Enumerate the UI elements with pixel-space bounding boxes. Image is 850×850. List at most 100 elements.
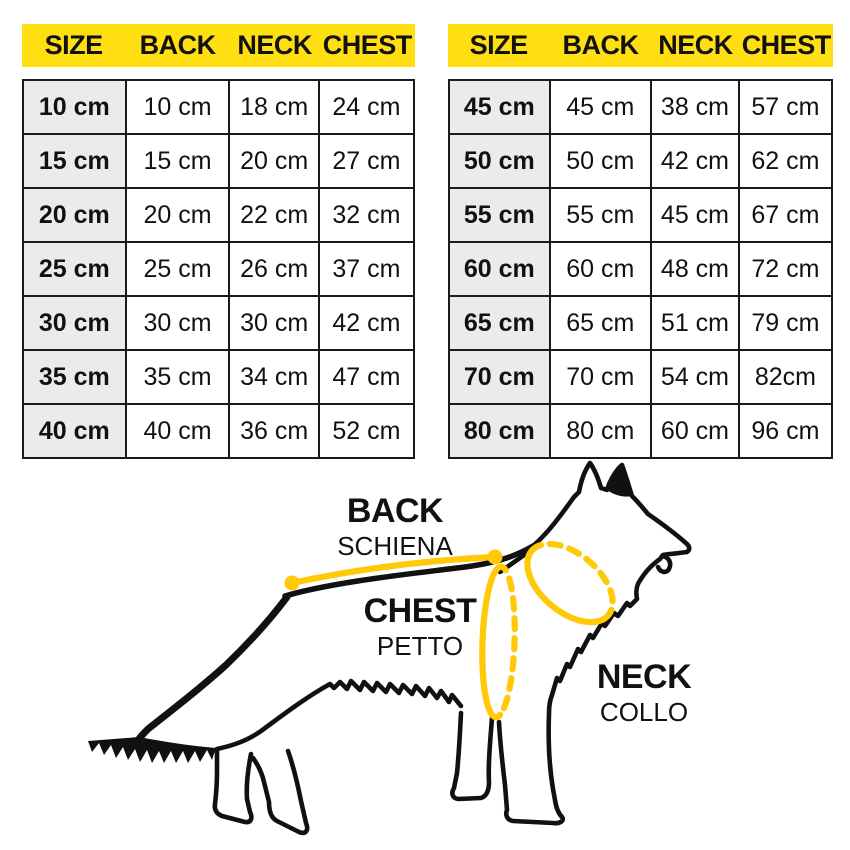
value-cell: 20 cm <box>124 187 231 243</box>
size-row: 80 cm 80 cm 60 cm 96 cm <box>448 403 834 459</box>
value-cell: 45 cm <box>548 79 653 135</box>
value-cell: 62 cm <box>737 133 834 189</box>
value-cell: 22 cm <box>228 187 320 243</box>
back-label: BACK <box>346 492 444 530</box>
value-cell: 96 cm <box>737 403 834 459</box>
size-row: 70 cm 70 cm 54 cm 82cm <box>448 349 834 405</box>
column-header-back: BACK <box>139 30 216 60</box>
value-cell: 40 cm <box>124 403 231 459</box>
column-header-chest: CHEST <box>741 30 832 60</box>
size-row: 35 cm 35 cm 34 cm 47 cm <box>22 349 416 405</box>
column-header-neck: NECK <box>658 30 733 60</box>
column-header-back: BACK <box>562 30 639 60</box>
size-row: 40 cm 40 cm 36 cm 52 cm <box>22 403 416 459</box>
value-cell: 52 cm <box>317 403 416 459</box>
neck-label-group: NECK COLLO <box>588 660 700 725</box>
size-cell: 45 cm <box>448 79 551 135</box>
size-row: 15 cm 15 cm 20 cm 27 cm <box>22 133 416 189</box>
size-row: 50 cm 50 cm 42 cm 62 cm <box>448 133 834 189</box>
size-cell: 20 cm <box>22 187 127 243</box>
size-cell: 40 cm <box>22 403 127 459</box>
value-cell: 60 cm <box>650 403 740 459</box>
value-cell: 20 cm <box>228 133 320 189</box>
dog-topline <box>282 543 536 599</box>
column-header-neck: NECK <box>237 30 312 60</box>
value-cell: 15 cm <box>124 133 231 189</box>
chest-label: CHEST <box>363 592 477 630</box>
neck-measure-ellipse-dashed <box>528 540 616 619</box>
value-cell: 54 cm <box>650 349 740 405</box>
value-cell: 55 cm <box>548 187 653 243</box>
size-cell: 80 cm <box>448 403 551 459</box>
neck-label: NECK <box>596 658 692 696</box>
table-header-small: SIZE BACK NECK CHEST <box>22 24 415 67</box>
dog-tail-fur <box>88 737 216 763</box>
value-cell: 10 cm <box>124 79 231 135</box>
size-cell: 70 cm <box>448 349 551 405</box>
value-cell: 32 cm <box>317 187 416 243</box>
value-cell: 27 cm <box>317 133 416 189</box>
value-cell: 57 cm <box>737 79 834 135</box>
value-cell: 30 cm <box>124 295 231 351</box>
chest-measure-ellipse <box>479 565 504 721</box>
value-cell: 50 cm <box>548 133 653 189</box>
size-grid-body: 45 cm 45 cm 38 cm 57 cm 50 cm 50 cm 42 cm 62 cm… <box>448 79 834 459</box>
size-grid-body: 10 cm 10 cm 18 cm 24 cm 15 cm 15 cm 20 cm 27 cm… <box>22 79 416 459</box>
value-cell: 51 cm <box>650 295 740 351</box>
value-cell: 67 cm <box>737 187 834 243</box>
size-cell: 15 cm <box>22 133 127 189</box>
back-measure-line <box>288 553 499 587</box>
size-grid-large: 45 cm 45 cm 38 cm 57 cm 50 cm 50 cm 42 cm 62 cm… <box>448 79 834 459</box>
value-cell: 36 cm <box>228 403 320 459</box>
value-cell: 65 cm <box>548 295 653 351</box>
value-cell: 48 cm <box>650 241 740 297</box>
size-row: 20 cm 20 cm 22 cm 32 cm <box>22 187 416 243</box>
value-cell: 79 cm <box>737 295 834 351</box>
value-cell: 42 cm <box>317 295 416 351</box>
dog-illustration <box>88 460 692 836</box>
dog-tail <box>135 593 291 743</box>
value-cell: 70 cm <box>548 349 653 405</box>
size-cell: 10 cm <box>22 79 127 135</box>
dog-ear-icon <box>607 465 632 497</box>
value-cell: 42 cm <box>650 133 740 189</box>
size-cell: 35 cm <box>22 349 127 405</box>
value-cell: 26 cm <box>228 241 320 297</box>
size-row: 30 cm 30 cm 30 cm 42 cm <box>22 295 416 351</box>
size-table-large: SIZE BACK NECK CHEST 45 cm 45 cm 38 cm 57 cm 50… <box>448 24 834 459</box>
value-cell: 60 cm <box>548 241 653 297</box>
value-cell: 35 cm <box>124 349 231 405</box>
back-measure-endpoint <box>284 575 300 591</box>
size-cell: 50 cm <box>448 133 551 189</box>
value-cell: 45 cm <box>650 187 740 243</box>
size-table-small: SIZE BACK NECK CHEST 10 cm 10 cm 18 cm 24 cm 15… <box>22 24 416 459</box>
value-cell: 34 cm <box>228 349 320 405</box>
value-cell: 47 cm <box>317 349 416 405</box>
value-cell: 24 cm <box>317 79 416 135</box>
size-cell: 65 cm <box>448 295 551 351</box>
back-sublabel: SCHIENA <box>337 531 453 561</box>
back-label-group: BACK SCHIENA <box>330 494 460 559</box>
size-row: 25 cm 25 cm 26 cm 37 cm <box>22 241 416 297</box>
value-cell: 25 cm <box>124 241 231 297</box>
value-cell: 72 cm <box>737 241 834 297</box>
size-grid-small: 10 cm 10 cm 18 cm 24 cm 15 cm 15 cm 20 cm 27 cm… <box>22 79 416 459</box>
table-header-large: SIZE BACK NECK CHEST <box>448 24 833 67</box>
value-cell: 30 cm <box>228 295 320 351</box>
chest-sublabel: PETTO <box>376 631 464 661</box>
size-cell: 60 cm <box>448 241 551 297</box>
size-row: 60 cm 60 cm 48 cm 72 cm <box>448 241 834 297</box>
column-header-chest: CHEST <box>322 30 413 60</box>
value-cell: 18 cm <box>228 79 320 135</box>
size-row: 45 cm 45 cm 38 cm 57 cm <box>448 79 834 135</box>
back-measure-endpoint <box>487 549 503 565</box>
column-header-size: SIZE <box>469 30 529 60</box>
chest-measure-ellipse-dashed <box>493 563 518 719</box>
size-row: 65 cm 65 cm 51 cm 79 cm <box>448 295 834 351</box>
size-cell: 25 cm <box>22 241 127 297</box>
neck-sublabel: COLLO <box>599 697 689 727</box>
dog-outline <box>212 460 692 836</box>
size-row: 55 cm 55 cm 45 cm 67 cm <box>448 187 834 243</box>
dog-measurement-diagram <box>0 455 850 850</box>
